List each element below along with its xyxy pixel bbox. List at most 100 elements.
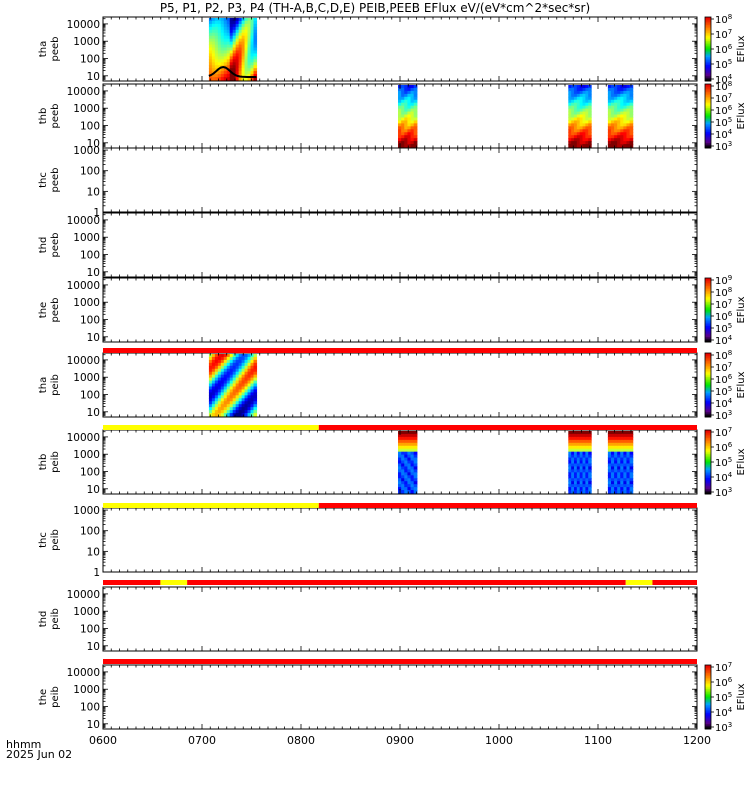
spectrogram-cell <box>401 93 405 98</box>
y-tick-label: 100 <box>80 390 100 402</box>
colorbar-cell <box>705 375 711 378</box>
spectrogram-cell <box>401 454 405 459</box>
spectrogram-cell <box>238 362 243 367</box>
spectrogram-cell <box>244 65 249 69</box>
spectrogram-cell <box>620 96 624 101</box>
spectrogram-cell <box>610 85 615 89</box>
spectrogram-cell <box>208 47 213 52</box>
spectrogram-cell <box>407 93 412 98</box>
spectrogram-cell <box>217 413 222 417</box>
spectrogram-cell <box>629 144 634 148</box>
spectrogram-cell <box>573 105 578 110</box>
spectrogram-cell <box>235 68 240 72</box>
spectrogram-cell <box>253 380 258 385</box>
spectrogram-cell <box>571 439 575 444</box>
spectrogram-cell <box>235 389 240 393</box>
spectrogram-cell <box>226 377 231 382</box>
colorbar-cell <box>705 294 711 297</box>
spectrogram-cell <box>610 442 615 447</box>
spectrogram-cell <box>413 114 418 119</box>
spectrogram-cell <box>253 386 258 391</box>
spectrogram-cell <box>223 56 228 60</box>
spectrogram-cell <box>247 29 252 34</box>
spectrogram-cell <box>211 68 216 72</box>
spectrogram-cell <box>626 138 631 142</box>
spectrogram-cell <box>571 445 575 450</box>
spectrogram-cell <box>223 26 228 31</box>
spectrogram-cell <box>241 359 246 364</box>
colorbar-cell <box>705 357 711 360</box>
spectrogram-cell <box>404 454 409 459</box>
colorbar-cell <box>705 324 711 327</box>
spectrogram-cell <box>607 138 612 142</box>
spectrogram-cell <box>398 126 402 130</box>
colorbar-cell <box>705 463 711 466</box>
spectrogram-cell <box>241 383 246 388</box>
colorbar-cell <box>705 385 711 388</box>
spectrogram-cell <box>626 111 631 116</box>
spectrogram-cell <box>620 439 624 444</box>
y-tick-label: 1000 <box>73 372 100 384</box>
spectrogram-cell <box>250 398 255 402</box>
spectrogram-cell <box>232 407 237 411</box>
spectrogram-cell <box>579 445 584 450</box>
colorbar-cell <box>705 95 711 98</box>
spectrogram-cell <box>241 398 246 402</box>
spectrogram-cell <box>573 454 578 459</box>
spectrogram-cell <box>626 445 631 450</box>
spectrogram-cell <box>235 44 240 49</box>
panel-label: peib <box>50 686 61 708</box>
spectrogram-cell <box>223 62 228 66</box>
spectrogram-cell <box>235 35 240 40</box>
y-tick-label: 1000 <box>73 449 100 461</box>
panel-label: thb <box>38 454 49 471</box>
spectrogram-cell <box>235 404 240 408</box>
spectrogram-cell <box>620 436 624 441</box>
colorbar-cell <box>705 53 711 56</box>
colorbar-cell <box>705 88 711 91</box>
spectrogram-cell <box>404 457 409 462</box>
spectrogram-cell <box>229 44 234 49</box>
spectrogram-cell <box>211 47 216 52</box>
spectrogram-cell <box>573 135 578 139</box>
spectrogram-cell <box>585 87 589 92</box>
spectrogram-cell <box>223 44 228 49</box>
spectrogram-cell <box>229 359 234 364</box>
spectrogram-cell <box>623 484 628 488</box>
spectrogram-cell <box>214 23 219 28</box>
spectrogram-cell <box>220 389 225 393</box>
spectrogram-cell <box>568 111 572 116</box>
spectrogram-cell <box>220 44 225 49</box>
spectrogram-cell <box>588 126 592 130</box>
spectrogram-cell <box>214 410 219 414</box>
spectrogram-cell <box>407 123 412 127</box>
spectrogram-cell <box>607 469 612 473</box>
spectrogram-cell <box>607 87 612 92</box>
colorbar-cell <box>705 103 711 106</box>
y-tick-label: 10 <box>87 267 100 279</box>
colorbar-cell <box>705 370 711 373</box>
x-tick-label: 0800 <box>287 734 315 747</box>
spectrogram-cell <box>220 383 225 388</box>
spectrogram-cell <box>404 475 409 479</box>
spectrogram-cell <box>579 120 584 124</box>
spectrogram-cell <box>579 442 584 447</box>
spectrogram-cell <box>585 144 589 148</box>
spectrogram-cell <box>247 44 252 49</box>
spectrogram-cell <box>247 20 252 25</box>
spectrogram-cell <box>223 389 228 393</box>
spectrogram-cell <box>220 362 225 367</box>
colorbar-cell <box>705 692 711 695</box>
spectrogram-cell <box>229 20 234 25</box>
spectrogram-cell <box>617 114 621 119</box>
spectrogram-cell <box>253 77 258 81</box>
spectrogram-cell <box>629 487 634 491</box>
spectrogram-cell <box>629 433 634 438</box>
colorbar-cell <box>705 84 711 87</box>
spectrogram-cell <box>398 457 402 462</box>
spectrogram-cell <box>623 120 628 124</box>
spectrogram-cell <box>253 68 258 72</box>
colorbar-cell <box>705 60 711 63</box>
spectrogram-cell <box>214 392 219 396</box>
spectrogram-cell <box>404 114 409 119</box>
